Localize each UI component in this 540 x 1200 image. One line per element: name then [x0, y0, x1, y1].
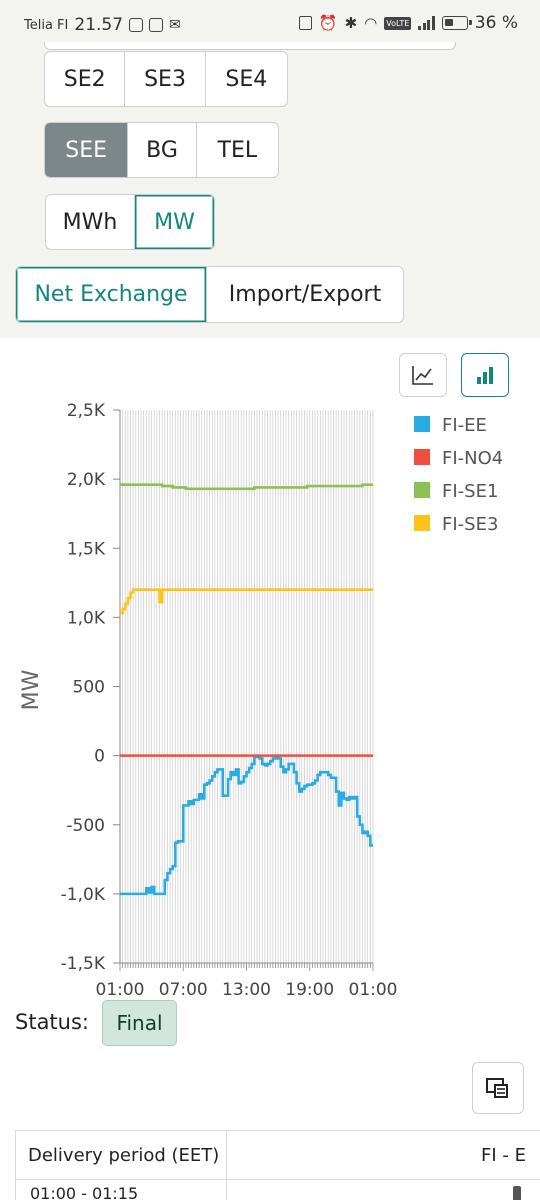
- x-tick-label: 01:00: [96, 980, 145, 1000]
- import-export-button[interactable]: Import/Export: [228, 282, 382, 307]
- area-button-tel[interactable]: TEL: [217, 137, 258, 163]
- y-tick-label: -1,5K: [61, 954, 106, 974]
- data-table: Delivery period (EET) FI - E 01:00 - 01:…: [15, 1130, 540, 1200]
- legend-label[interactable]: FI-NO4: [442, 448, 503, 469]
- x-tick-label: 13:00: [222, 980, 271, 1000]
- nfc-icon: [298, 16, 312, 30]
- y-tick-label: 1,5K: [67, 539, 106, 559]
- x-tick-label: 19:00: [285, 980, 334, 1000]
- y-tick-label: 1,0K: [67, 608, 106, 628]
- legend-swatch: [414, 482, 430, 498]
- net-exchange-button[interactable]: Net Exchange: [16, 267, 208, 322]
- area-button-se2[interactable]: SE2: [45, 52, 126, 106]
- instagram-icon: [149, 18, 164, 32]
- line-chart-icon: [412, 366, 433, 385]
- status-bar: Telia FI 21.57 ✉ ⏰ ✱ ◠ VoLTE 36 %: [0, 0, 540, 42]
- x-tick-label: 01:00: [349, 980, 398, 1000]
- legend-swatch: [414, 515, 430, 531]
- legend-label[interactable]: FI-SE3: [442, 514, 498, 535]
- area-button-se3[interactable]: SE3: [125, 52, 206, 106]
- legend-label[interactable]: FI-SE1: [442, 481, 498, 502]
- table-header-cell[interactable]: Delivery period (EET): [16, 1131, 227, 1179]
- legend-swatch: [414, 416, 430, 432]
- carrier-name: Telia FI: [24, 17, 69, 33]
- filter-panel: SE2 SE3 SE4 SEE BG TEL MWh MW Net Exchan…: [0, 42, 540, 338]
- status-badge: Final: [102, 1000, 177, 1046]
- wifi-icon: ◠: [364, 14, 378, 32]
- chart-legend: FI-EE FI-NO4 FI-SE1 FI-SE3: [414, 415, 503, 535]
- bar-chart-icon: [477, 367, 493, 384]
- y-tick-label: 0: [94, 747, 105, 767]
- y-axis-ticks: 2,5K 2,0K 1,5K 1,0K 500 0 -500 -1,0K -1,5K: [61, 401, 120, 974]
- battery-percent: 36 %: [474, 13, 518, 33]
- line-chart-button[interactable]: [399, 353, 447, 397]
- net-exchange-chart: 2,5K 2,0K 1,5K 1,0K 500 0 -500 -1,0K -1,5K 01:00…: [19, 401, 503, 1000]
- legend-label[interactable]: FI-EE: [442, 415, 487, 436]
- horizontal-scrollbar[interactable]: [513, 1186, 521, 1200]
- area-button-see[interactable]: SEE: [45, 123, 129, 177]
- volte-icon: VoLTE: [384, 16, 412, 30]
- y-tick-label: 2,5K: [67, 401, 106, 421]
- instagram-icon: [129, 18, 144, 32]
- x-tick-label: 07:00: [159, 980, 208, 1000]
- signal-icon: [418, 16, 435, 30]
- series-line-fi-se1[interactable]: [120, 483, 373, 491]
- x-axis-ticks: 01:00 07:00 13:00 19:00 01:00: [96, 963, 398, 1000]
- area-group-1: SE2 SE3 SE4: [44, 51, 288, 107]
- gmail-icon: ✉: [169, 17, 181, 33]
- clock: 21.57: [74, 15, 124, 35]
- bluetooth-icon: ✱: [344, 14, 358, 32]
- legend-swatch: [414, 449, 430, 465]
- y-tick-label: 500: [73, 678, 105, 698]
- chart-grid: [119, 410, 374, 964]
- series-line-fi-ee[interactable]: [120, 754, 373, 896]
- table-cell: 01:00 - 01:15: [16, 1180, 227, 1200]
- table-view-button[interactable]: [472, 1062, 524, 1114]
- area-group-2: SEE BG TEL: [44, 122, 279, 178]
- table-row: 01:00 - 01:15: [15, 1180, 540, 1200]
- table-header-cell[interactable]: FI - E: [481, 1144, 526, 1166]
- unit-button-mwh[interactable]: MWh: [46, 195, 135, 249]
- battery-icon: [441, 16, 472, 30]
- area-button-se4[interactable]: SE4: [225, 66, 268, 92]
- y-tick-label: 2,0K: [67, 470, 106, 490]
- series-line-fi-se3[interactable]: [120, 588, 373, 615]
- y-axis-label: MW: [19, 669, 44, 710]
- status-label: Status:: [15, 1010, 89, 1034]
- area-row-partial: [44, 42, 456, 50]
- area-button-bg[interactable]: BG: [128, 123, 197, 177]
- y-tick-label: -1,0K: [61, 885, 106, 905]
- mode-toggle: Net Exchange Import/Export: [15, 266, 404, 323]
- table-view-icon: [486, 1078, 508, 1098]
- unit-toggle: MWh MW: [45, 194, 215, 250]
- alarm-icon: ⏰: [318, 14, 338, 32]
- y-tick-label: -500: [66, 816, 105, 836]
- table-header: Delivery period (EET) FI - E: [15, 1130, 540, 1180]
- bar-chart-button[interactable]: [461, 353, 509, 397]
- chart-series: [120, 483, 373, 896]
- unit-button-mw[interactable]: MW: [135, 195, 214, 249]
